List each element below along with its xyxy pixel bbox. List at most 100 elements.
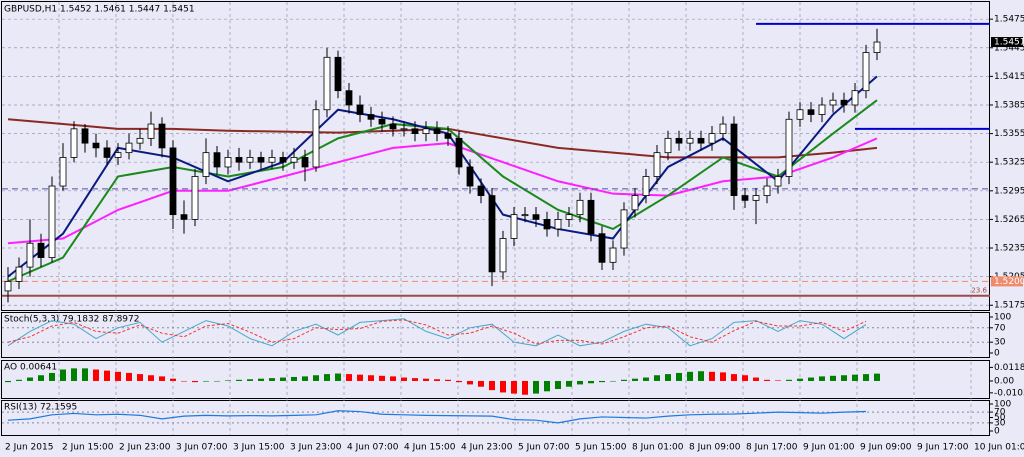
candle-body [598,233,606,263]
x-tick-label: 3 Jun 15:00 [233,443,285,453]
level-label: 23.6 [971,287,987,295]
ao-bar [654,375,660,381]
rsi-panel [1,400,990,436]
y-tick-label: 0.00 [994,376,1014,386]
y-tick-label: 30 [994,418,1006,428]
candle-body [862,52,870,92]
ao-bar [467,380,473,385]
ao-bar [126,372,132,381]
candle-body [763,185,771,196]
candle-body [37,242,45,258]
price-tag [991,37,1023,48]
ao-bar [269,378,275,381]
candle-body [455,137,463,168]
ao-bar [302,376,308,381]
candle-body [664,137,672,154]
ao-bar [170,378,176,381]
candle-body [554,219,562,230]
candle-body [224,157,232,168]
ao-bar [27,377,33,381]
candle-body [532,214,540,220]
candle-body [499,238,507,273]
x-tick-label: 9 Jun 01:00 [803,443,855,453]
candle-body [48,185,56,258]
ao-bar [522,380,528,395]
candle-body [587,199,595,235]
stoch-signal [7,319,867,345]
y-tick-label: 1.5475 [994,15,1024,25]
ao-bar [687,371,693,381]
candle-body [576,199,584,216]
ao-bar [632,378,638,381]
candle-body [543,219,551,230]
last-price-label: 1.5451 [994,38,1024,48]
ao-bar [533,380,539,394]
ao-bar [709,371,715,381]
candle-body [510,214,518,239]
ao-bar [511,380,517,394]
ao-bar [412,378,418,381]
ao-bar [137,374,143,381]
ao-bar [830,375,836,381]
y-tick-label: 1.5415 [994,72,1024,82]
ao-bar [214,380,220,382]
x-tick-label: 10 Jun 01:00 [974,443,1024,453]
ao-bar [852,374,858,381]
ao-bar [280,377,286,381]
ao-bar [577,380,583,385]
ao-bar [16,379,22,381]
stoch-main [7,318,867,347]
ao-bar [720,372,726,381]
candle-body [708,133,716,144]
ao-bar [445,379,451,381]
ao-bar [643,377,649,381]
candle-body [609,247,617,263]
candle-body [114,152,122,158]
ao-bar [698,371,704,381]
x-tick-label: 5 Jun 07:00 [518,443,570,453]
x-tick-label: 4 Jun 23:00 [461,443,513,453]
ao-bar [159,376,165,381]
ao-bar [60,369,66,381]
candle-body [719,123,727,134]
y-tick-label: 0.01184 [994,363,1024,373]
ao-bar [555,380,561,390]
y-tick-label: 70 [994,323,1006,333]
ao-bar [566,380,572,387]
ao-bar [423,378,429,381]
candle-body [840,99,848,106]
y-tick-label: 1.5175 [994,301,1024,311]
ao-bar [49,372,55,381]
candle-body [202,152,210,177]
candle-body [70,128,78,158]
ao-bar [247,379,253,381]
candle-body [488,195,496,273]
y-tick-label: 0 [994,349,1000,359]
ao-bar [874,373,880,381]
candle-body [422,128,430,134]
candle-body [477,185,485,196]
candle-body [444,133,452,139]
candle-body [785,118,793,177]
ao-bar [71,368,77,381]
candle-body [686,137,694,144]
ao-bar [115,371,121,381]
ao-bar [434,379,440,381]
candle-body [301,157,309,168]
candle-body [521,214,529,217]
candle-body [752,195,760,201]
candle-body [180,214,188,220]
candle-body [433,128,441,134]
candle-body [345,90,353,106]
ao-bar [181,380,187,382]
y-tick-label: 1.5265 [994,215,1024,225]
ao-bar [401,377,407,381]
ao-bar [203,380,209,382]
candle-body [4,280,12,292]
rsi-title: RSI(13) 72.1595 [4,403,77,413]
candle-body [356,104,364,115]
candle-body [290,157,298,163]
candle-body [158,123,166,149]
ao-bar [841,375,847,381]
candle-body [411,128,419,134]
